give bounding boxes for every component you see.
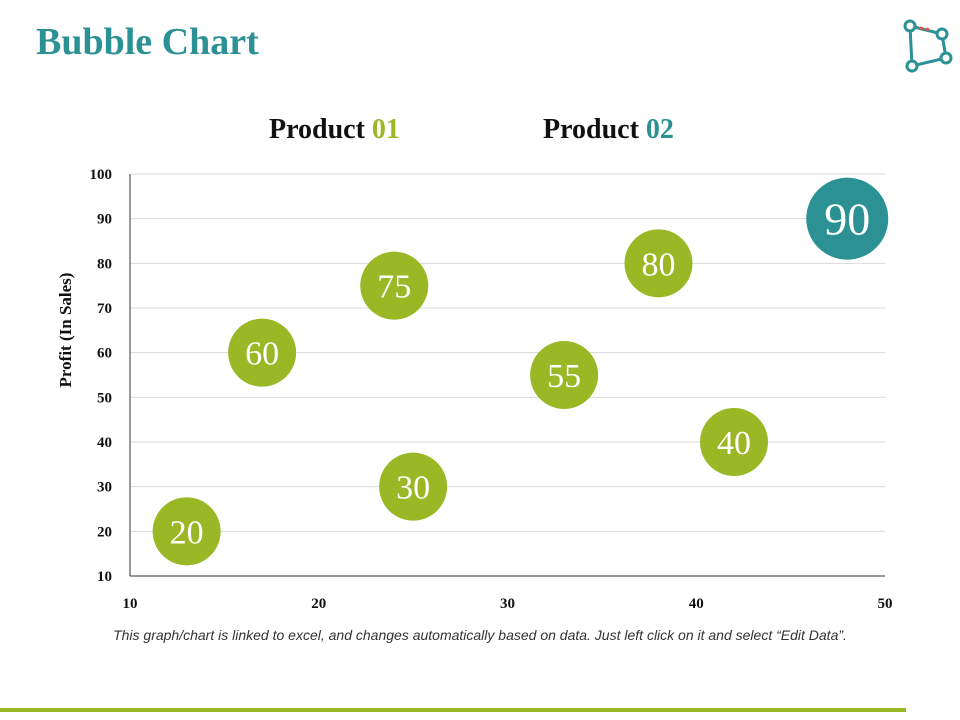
bubble-product-01-30 (379, 452, 448, 521)
footnote: This graph/chart is linked to excel, and… (113, 627, 847, 643)
bubble-product-02-90 (806, 177, 889, 260)
y-tick-label-70: 70 (97, 301, 112, 317)
bubble-product-01-40 (700, 408, 768, 476)
bubble-product-01-80 (624, 229, 693, 298)
legend-product-01-number: 01 (371, 114, 400, 145)
y-tick-label-20: 20 (97, 524, 112, 540)
y-tick-label-80: 80 (97, 256, 112, 272)
bottom-accent-bar (0, 708, 906, 712)
y-tick-label-50: 50 (97, 390, 112, 406)
bubble-label-90: 90 (824, 194, 870, 245)
chart-legend: Product 01 Product 02 (0, 114, 960, 154)
x-tick-label-10: 10 (123, 596, 138, 612)
x-tick-label-40: 40 (689, 596, 704, 612)
y-tick-label-40: 40 (97, 435, 112, 451)
bubble-label-75: 75 (377, 269, 411, 306)
bubble-label-20: 20 (170, 514, 204, 551)
bubble-label-60: 60 (245, 336, 279, 373)
y-tick-label-100: 100 (90, 167, 113, 183)
bubble-product-01-75 (360, 251, 429, 320)
y-tick-label-10: 10 (97, 569, 112, 585)
x-tick-label-30: 30 (500, 596, 515, 612)
y-tick-label-30: 30 (97, 480, 112, 496)
y-tick-label-60: 60 (97, 346, 112, 362)
legend-product-02: Product 02 (543, 114, 674, 146)
legend-product-02-number: 02 (645, 114, 674, 145)
bubble-label-40: 40 (717, 425, 751, 462)
bubble-label-55: 55 (547, 358, 581, 395)
y-tick-label-90: 90 (97, 212, 112, 228)
bubble-product-01-60 (228, 318, 297, 387)
bubble-product-01-55 (530, 341, 599, 409)
slide-title: Bubble Chart (36, 21, 259, 63)
x-tick-label-20: 20 (311, 596, 326, 612)
polygon-nodes-icon (903, 19, 953, 73)
legend-product-02-prefix: Product (543, 114, 646, 145)
bubble-label-80: 80 (642, 246, 676, 283)
bubble-product-01-20 (152, 497, 221, 566)
legend-product-01: Product 01 (269, 114, 400, 146)
legend-product-01-prefix: Product (269, 114, 372, 145)
x-tick-label-50: 50 (878, 596, 893, 612)
bubble-label-30: 30 (396, 470, 430, 507)
